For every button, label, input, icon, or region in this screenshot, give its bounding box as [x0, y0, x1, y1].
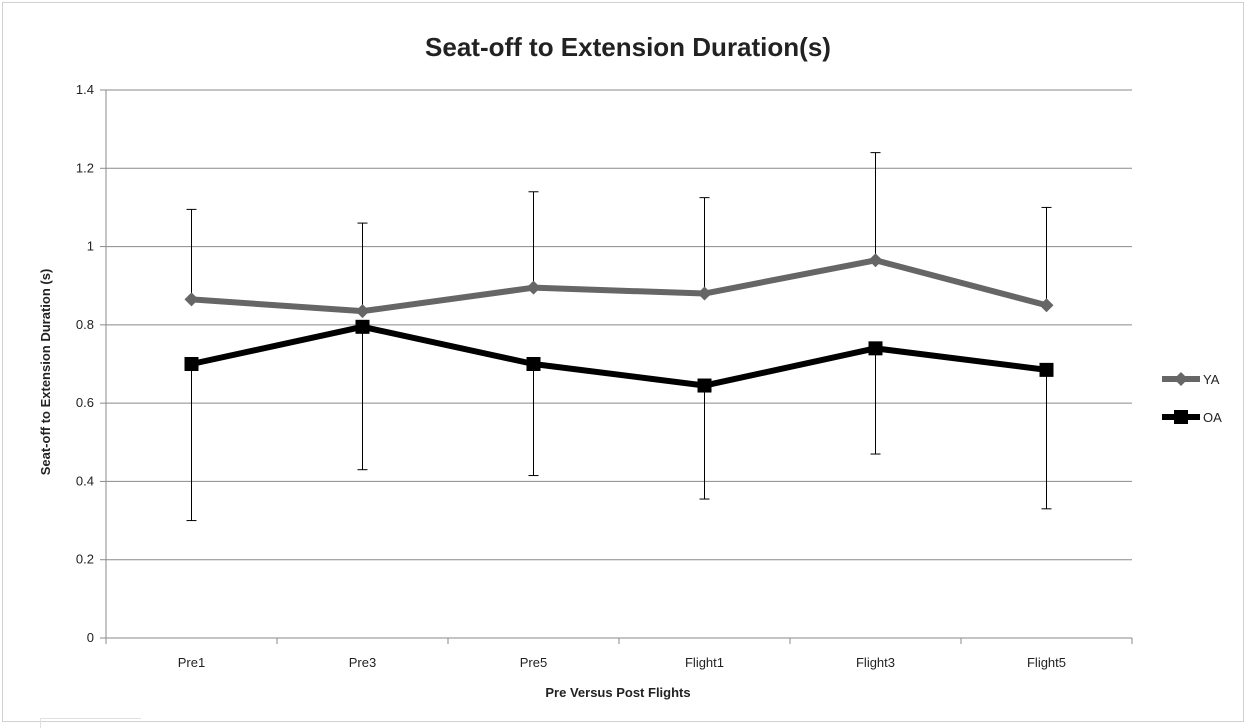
data-point-ya [184, 292, 199, 307]
legend-marker-ya [1174, 372, 1188, 386]
y-tick-label: 0.6 [76, 395, 94, 410]
chart-title: Seat-off to Extension Duration(s) [425, 32, 831, 62]
data-point-oa [526, 357, 541, 371]
data-point-ya [526, 280, 541, 295]
x-tick-label: Pre5 [520, 655, 547, 670]
gridlines [106, 89, 1132, 561]
y-tick-labels: 0 0.2 0.4 0.6 0.8 1 1.2 1.4 [76, 82, 94, 645]
data-point-ya [355, 304, 370, 319]
x-tick-label: Pre1 [178, 655, 205, 670]
x-tick-label: Flight3 [856, 655, 895, 670]
data-point-oa [355, 319, 370, 334]
x-tick-label: Pre3 [349, 655, 376, 670]
x-axis-title: Pre Versus Post Flights [545, 685, 690, 700]
y-tick-label: 1.2 [76, 160, 94, 175]
x-tick-labels: Pre1 Pre3 Pre5 Flight1 Flight3 Flight5 [178, 655, 1066, 670]
legend: YA OA [1162, 372, 1222, 425]
x-tick-label: Flight1 [685, 655, 724, 670]
axes [100, 89, 1133, 644]
data-point-oa [1039, 362, 1054, 377]
data-point-oa [697, 378, 712, 393]
data-point-oa [868, 341, 883, 356]
legend-label-oa: OA [1203, 410, 1222, 425]
data-point-ya [868, 253, 883, 268]
y-tick-label: 0 [87, 630, 94, 645]
y-tick-label: 0.2 [76, 552, 94, 567]
data-point-oa [184, 357, 199, 371]
x-tick-label: Flight5 [1027, 655, 1066, 670]
series-markers [184, 253, 1054, 393]
sheet-tab-edge [40, 718, 141, 728]
y-tick-label: 0.8 [76, 317, 94, 332]
series-line-ya [191, 257, 1048, 315]
legend-label-ya: YA [1203, 372, 1220, 387]
y-tick-label: 1 [87, 239, 94, 254]
data-point-ya [1039, 298, 1054, 313]
legend-marker-oa [1174, 410, 1188, 424]
y-axis-title: Seat-off to Extension Duration (s) [38, 269, 53, 476]
y-tick-label: 0.4 [76, 473, 94, 488]
series-line-oa [190, 323, 1047, 389]
series-lines [190, 257, 1048, 389]
data-point-ya [697, 286, 712, 301]
y-tick-label: 1.4 [76, 82, 94, 97]
